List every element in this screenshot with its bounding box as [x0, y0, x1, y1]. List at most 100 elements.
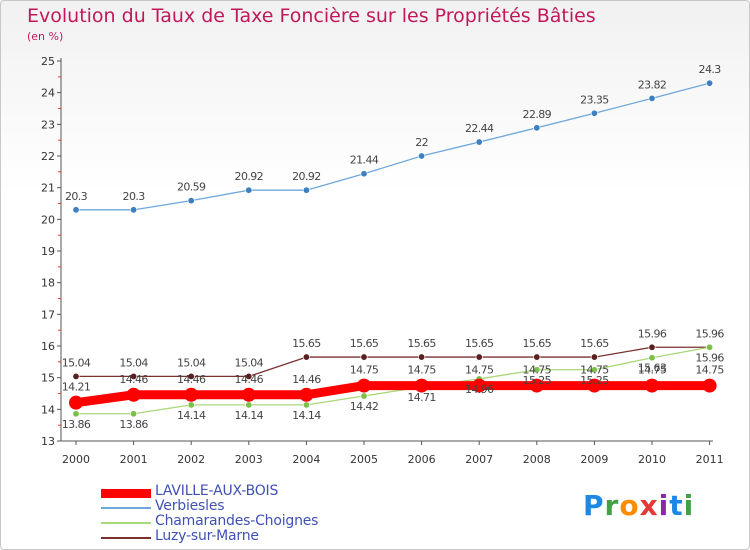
data-point-0: [645, 378, 659, 393]
data-point-2: [187, 401, 195, 409]
legend-label-verbiesles: Verbiesles: [155, 498, 225, 514]
data-point-2: [533, 366, 541, 374]
data-label-3: 15.04: [177, 356, 206, 369]
data-label-2: 14.14: [177, 409, 206, 422]
logo-letter: x: [639, 489, 659, 522]
data-label-2: 14.96: [465, 383, 494, 396]
data-label-0: 14.75: [523, 364, 552, 377]
logo-letter: i: [683, 489, 695, 522]
data-label-2: 15.63: [638, 362, 667, 375]
data-label-1: 23.82: [638, 78, 667, 91]
x-tick-label: 2011: [696, 453, 724, 466]
chart-unit-label: (en %): [27, 30, 64, 43]
data-point-0: [357, 378, 371, 393]
legend-swatch-laville: [101, 488, 151, 498]
x-tick-label: 2002: [177, 453, 205, 466]
data-point-0: [414, 378, 429, 393]
data-point-3: [130, 372, 138, 380]
data-point-1: [418, 152, 426, 160]
data-label-3: 15.04: [62, 356, 91, 369]
data-label-0: 14.75: [350, 364, 379, 377]
data-point-1: [245, 186, 253, 194]
legend-swatch-chamarandes: [101, 522, 151, 524]
data-label-3: 15.65: [523, 337, 552, 350]
data-point-0: [529, 378, 544, 393]
y-tick-label: 16: [41, 340, 55, 353]
x-tick-label: 2007: [465, 453, 493, 466]
data-label-3: 15.04: [119, 356, 148, 369]
data-label-3: 15.04: [235, 356, 264, 369]
data-point-1: [302, 186, 310, 194]
data-label-1: 22.44: [465, 122, 494, 135]
data-label-3: 15.96: [695, 327, 724, 340]
data-label-1: 21.44: [350, 154, 379, 167]
data-label-0: 14.75: [638, 364, 667, 377]
legend-swatch-verbiesles: [101, 507, 151, 509]
data-label-2: 14.14: [235, 409, 264, 422]
data-label-1: 20.3: [123, 190, 146, 203]
data-point-0: [587, 378, 602, 393]
data-point-1: [187, 197, 195, 205]
logo-letter: o: [619, 489, 640, 522]
y-tick-label: 15: [41, 372, 55, 385]
data-point-3: [648, 343, 656, 351]
x-tick-label: 2001: [120, 453, 148, 466]
data-label-0: 14.21: [62, 381, 91, 394]
logo-letter: i: [658, 489, 670, 522]
data-point-2: [130, 410, 138, 418]
data-label-1: 23.35: [580, 93, 609, 106]
data-point-1: [706, 79, 714, 87]
data-label-3: 15.65: [407, 337, 436, 350]
data-point-1: [590, 109, 598, 117]
data-label-0: 14.46: [235, 373, 264, 386]
data-point-2: [706, 343, 714, 351]
data-label-3: 15.96: [638, 327, 667, 340]
x-tick-label: 2009: [580, 453, 608, 466]
data-point-1: [130, 206, 138, 214]
data-point-1: [72, 206, 80, 214]
data-label-1: 20.3: [65, 190, 88, 203]
data-label-3: 15.65: [292, 337, 321, 350]
data-label-3: 15.65: [350, 337, 379, 350]
legend-label-luzy: Luzy-sur-Marne: [155, 528, 259, 544]
legend-label-chamarandes: Chamarandes-Choignes: [155, 513, 319, 529]
data-point-3: [72, 372, 80, 380]
data-label-1: 22: [415, 136, 428, 149]
data-label-0: 14.46: [119, 373, 148, 386]
data-point-3: [475, 353, 483, 361]
data-point-0: [69, 395, 83, 410]
y-tick-label: 21: [41, 182, 55, 195]
logo-letter: P: [583, 489, 605, 522]
logo-letter: r: [604, 489, 620, 522]
data-label-2: 14.42: [350, 400, 379, 413]
data-point-2: [245, 401, 253, 409]
y-tick-label: 24: [41, 87, 55, 100]
y-tick-label: 25: [41, 55, 55, 68]
data-point-2: [590, 366, 598, 374]
y-tick-label: 22: [41, 150, 55, 163]
series-line-1: [75, 82, 711, 211]
logo-letter: t: [669, 489, 684, 522]
data-point-3: [360, 353, 368, 361]
y-tick-label: 13: [41, 435, 55, 448]
data-label-2: 15.25: [580, 374, 609, 387]
data-label-2: 13.86: [62, 418, 91, 431]
data-point-0: [126, 387, 141, 402]
x-tick-label: 2003: [235, 453, 263, 466]
data-point-2: [302, 401, 310, 409]
series-line-2: [75, 346, 711, 415]
data-label-2: 15.96: [695, 351, 724, 364]
data-label-1: 20.92: [235, 170, 264, 183]
x-tick-label: 2010: [638, 453, 666, 466]
data-label-0: 14.46: [177, 373, 206, 386]
data-label-1: 24.3: [699, 63, 722, 76]
data-point-3: [187, 372, 195, 380]
x-tick-label: 2000: [62, 453, 90, 466]
y-tick-label: 20: [41, 213, 55, 226]
data-label-0: 14.75: [407, 364, 436, 377]
data-label-3: 15.65: [465, 337, 494, 350]
x-tick-label: 2006: [408, 453, 436, 466]
data-label-0: 14.75: [465, 364, 494, 377]
data-point-0: [472, 378, 487, 393]
